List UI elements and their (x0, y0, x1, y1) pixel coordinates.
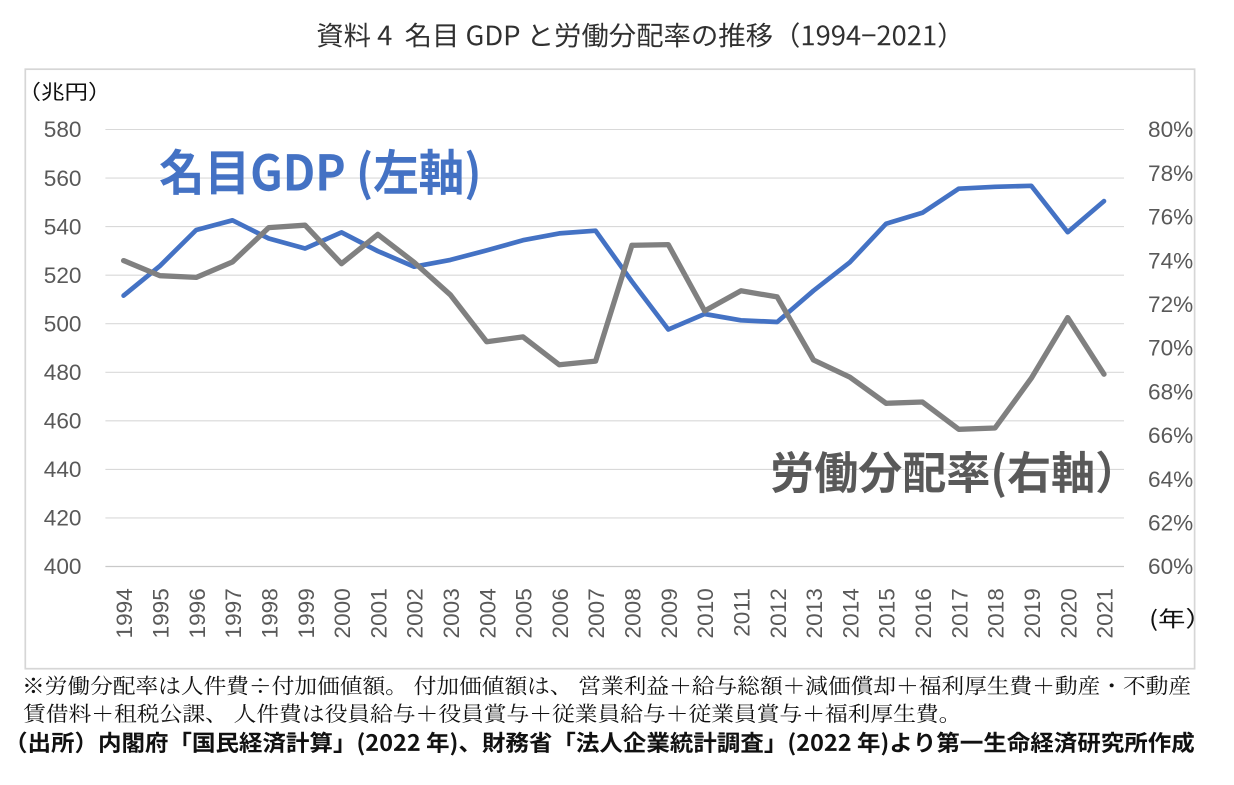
svg-text:540: 540 (44, 214, 82, 239)
svg-text:70%: 70% (1148, 336, 1193, 361)
svg-text:2015: 2015 (875, 588, 900, 638)
svg-text:2011: 2011 (730, 588, 755, 637)
svg-text:1998: 1998 (257, 588, 282, 638)
svg-text:1995: 1995 (149, 588, 174, 638)
svg-text:1999: 1999 (294, 588, 319, 638)
svg-text:62%: 62% (1148, 511, 1193, 536)
svg-text:420: 420 (44, 506, 82, 531)
svg-text:72%: 72% (1148, 292, 1193, 317)
svg-text:1997: 1997 (221, 588, 246, 638)
svg-text:2000: 2000 (330, 588, 355, 638)
svg-text:74%: 74% (1148, 248, 1193, 273)
svg-text:2018: 2018 (984, 588, 1009, 638)
svg-text:60%: 60% (1148, 554, 1193, 579)
svg-text:2021: 2021 (1093, 588, 1118, 638)
svg-text:78%: 78% (1148, 161, 1193, 186)
svg-text:460: 460 (44, 409, 82, 434)
svg-text:2020: 2020 (1056, 588, 1081, 638)
svg-text:480: 480 (44, 360, 82, 385)
svg-text:2017: 2017 (947, 588, 972, 638)
svg-text:440: 440 (44, 457, 82, 482)
svg-text:66%: 66% (1148, 423, 1193, 448)
svg-text:2019: 2019 (1020, 588, 1045, 638)
svg-text:2009: 2009 (657, 588, 682, 638)
svg-text:580: 580 (44, 117, 82, 142)
svg-text:2013: 2013 (802, 588, 827, 638)
svg-text:1996: 1996 (185, 588, 210, 638)
svg-text:2007: 2007 (584, 588, 609, 638)
svg-text:2006: 2006 (548, 588, 573, 638)
svg-text:68%: 68% (1148, 379, 1193, 404)
svg-text:64%: 64% (1148, 467, 1193, 492)
svg-text:2001: 2001 (366, 588, 391, 638)
svg-text:520: 520 (44, 263, 82, 288)
svg-text:500: 500 (44, 311, 82, 336)
svg-text:560: 560 (44, 166, 82, 191)
svg-text:2002: 2002 (403, 588, 428, 638)
svg-text:2004: 2004 (475, 588, 500, 638)
svg-text:2008: 2008 (621, 588, 646, 638)
svg-text:2014: 2014 (838, 588, 863, 638)
svg-text:2012: 2012 (766, 588, 791, 638)
svg-text:80%: 80% (1148, 117, 1193, 142)
svg-text:2003: 2003 (439, 588, 464, 638)
svg-text:2016: 2016 (911, 588, 936, 638)
svg-text:76%: 76% (1148, 205, 1193, 230)
svg-text:400: 400 (44, 554, 82, 579)
svg-text:2005: 2005 (512, 588, 537, 638)
svg-text:2010: 2010 (693, 588, 718, 638)
svg-text:1994: 1994 (112, 588, 137, 638)
